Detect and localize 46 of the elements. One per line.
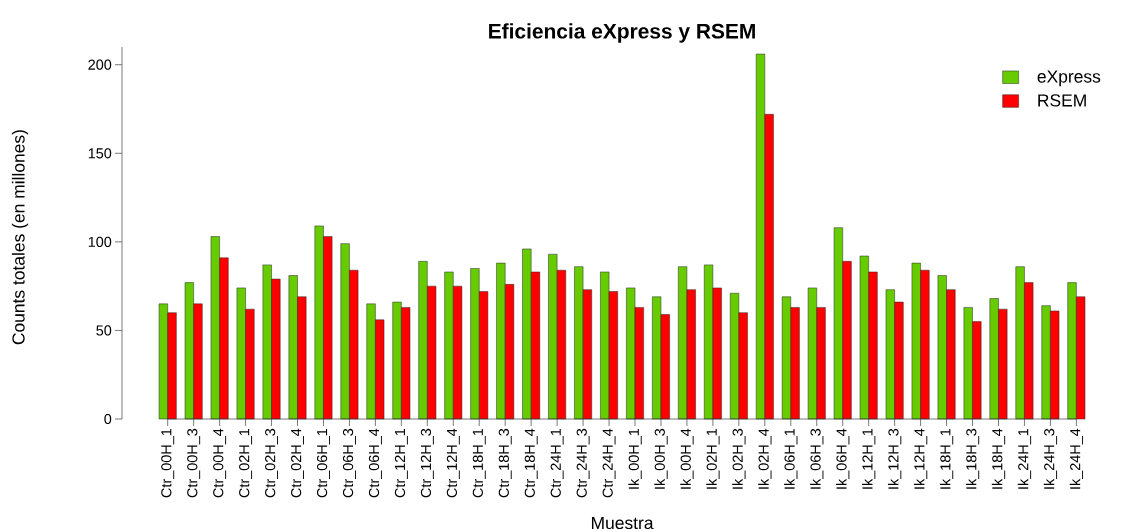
y-axis-title: Counts totales (en millones) (11, 130, 29, 345)
x-tick-label: Ik_24H_4 (1069, 428, 1084, 489)
legend-label: eXpress (1037, 70, 1101, 87)
x-tick-label: Ctr_00H_1 (161, 428, 175, 498)
x-tick-label: Ik_02H_3 (732, 428, 746, 489)
x-tick-label: Ctr_18H_4 (524, 428, 538, 498)
x-tick-label: Ik_18H_4 (991, 428, 1006, 489)
x-tick-label: Ctr_24H_3 (576, 428, 590, 498)
x-tick-label: Ctr_24H_1 (550, 428, 564, 498)
chart-title: Eficiencia eXpress y RSEM (489, 23, 755, 43)
x-tick-label: Ik_18H_1 (939, 428, 954, 489)
x-tick-label: Ik_00H_4 (680, 428, 694, 489)
y-tick-label: 200 (88, 59, 112, 70)
x-tick-label: Ctr_12H_1 (394, 428, 408, 498)
x-tick-label: Ik_02H_4 (758, 428, 772, 489)
x-tick-label: Ctr_24H_4 (602, 428, 616, 498)
x-tick-label: Ik_06H_1 (784, 428, 798, 489)
y-tick-label: 100 (88, 236, 112, 247)
y-tick-label: 50 (96, 325, 112, 336)
x-tick-label: Ctr_02H_1 (239, 428, 253, 498)
x-tick-label: Ctr_18H_3 (498, 428, 512, 498)
x-tick-label: Ctr_00H_3 (187, 428, 201, 498)
x-tick-label: Ik_06H_4 (836, 428, 850, 489)
x-tick-label: Ctr_00H_4 (213, 428, 227, 498)
x-tick-label: Ik_18H_3 (965, 428, 980, 489)
y-tick-label: 0 (104, 413, 112, 425)
x-tick-label: Ik_06H_3 (810, 428, 824, 489)
x-tick-label: Ik_00H_1 (628, 428, 642, 489)
x-tick-label: Ik_02H_1 (706, 428, 720, 489)
x-tick-label: Ctr_02H_4 (291, 428, 304, 498)
x-tick-label: Ik_12H_4 (913, 428, 928, 489)
x-tick-label: Ctr_18H_1 (472, 428, 486, 498)
x-axis-title: Muestra (591, 516, 654, 530)
x-tick-label: Ctr_06H_3 (342, 428, 356, 498)
x-tick-label: Ik_00H_3 (654, 428, 668, 489)
x-tick-label: Ctr_06H_1 (316, 428, 330, 498)
x-tick-label: Ik_24H_1 (1017, 428, 1032, 489)
x-tick-label: Ctr_12H_3 (420, 428, 434, 498)
x-tick-label: Ctr_06H_4 (368, 428, 382, 498)
y-tick-label: 150 (88, 148, 112, 159)
x-tick-label: Ik_24H_3 (1043, 428, 1058, 489)
x-tick-label: Ctr_02H_3 (265, 428, 279, 498)
x-tick-label: Ctr_12H_4 (446, 428, 460, 498)
legend-label: RSEM (1038, 94, 1086, 107)
x-tick-label: Ik_12H_1 (862, 428, 876, 489)
x-tick-label: Ik_12H_3 (887, 428, 902, 489)
